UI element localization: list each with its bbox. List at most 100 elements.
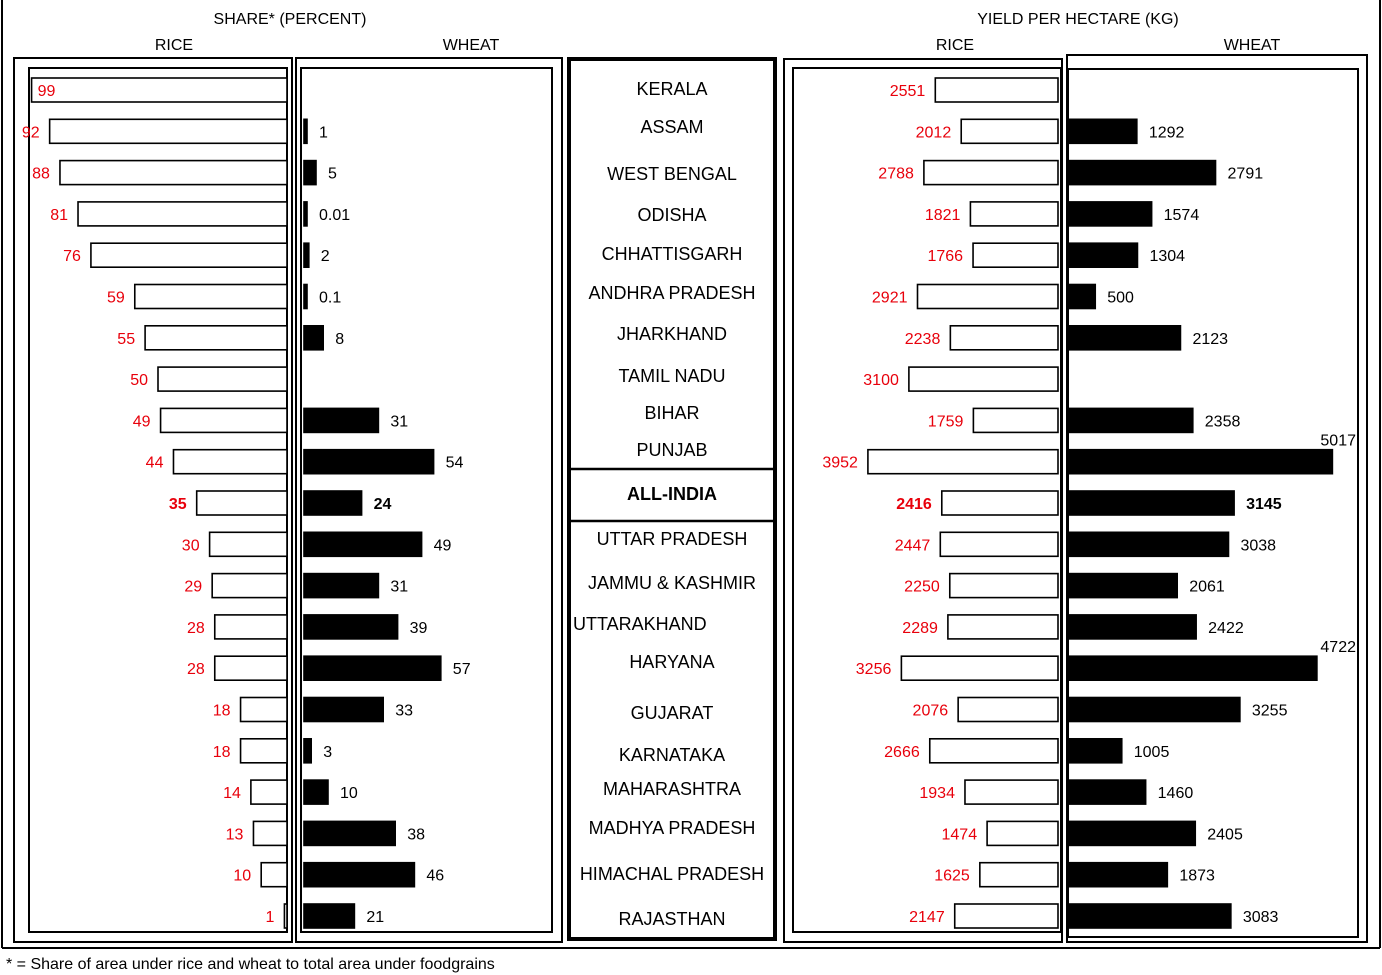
share-rice-bar-chhattisgarh (90, 242, 288, 268)
state-label-himachal-pradesh: HIMACHAL PRADESH (580, 864, 764, 884)
yield-wheat-value-west-bengal: 2791 (1228, 166, 1264, 183)
share-rice-bar-haryana (213, 655, 288, 682)
share-wheat-value-odisha: 0.01 (319, 207, 350, 224)
yield-rice-value-uttarakhand: 2289 (902, 620, 938, 637)
yield-wheat-value-maharashtra: 1460 (1158, 785, 1194, 802)
yield-rice-bar-odisha (969, 201, 1059, 227)
yield-wheat-bar-jammu-and-kashmir (1068, 572, 1179, 599)
state-label-uttarakhand: UTTARAKHAND (573, 614, 707, 634)
share-rice-header: RICE (155, 37, 193, 54)
share-wheat-value-punjab: 54 (446, 455, 464, 472)
yield-rice-panel-inner (792, 67, 1062, 933)
share-wheat-bar-haryana (303, 655, 442, 682)
share-rice-value-jharkhand: 55 (117, 331, 135, 348)
yield-wheat-bar-karnataka (1068, 737, 1123, 764)
share-wheat-value-all-india: 24 (374, 496, 392, 513)
yield-wheat-value-assam: 1292 (1149, 124, 1185, 141)
yield-wheat-value-karnataka: 1005 (1134, 744, 1170, 761)
state-label-assam: ASSAM (640, 117, 703, 137)
yield-rice-value-tamil-nadu: 3100 (863, 372, 899, 389)
yield-wheat-value-haryana: 4722 (1320, 639, 1356, 656)
share-wheat-value-chhattisgarh: 2 (321, 248, 330, 265)
share-wheat-value-jammu-and-kashmir: 31 (390, 579, 408, 596)
share-wheat-bar-punjab (303, 448, 435, 475)
yield-header: YIELD PER HECTARE (KG) (977, 11, 1179, 28)
yield-rice-value-karnataka: 2666 (884, 744, 920, 761)
yield-rice-bar-all-india (940, 490, 1059, 516)
share-wheat-value-rajasthan: 21 (366, 909, 384, 926)
share-rice-bar-andhra-pradesh (133, 283, 288, 310)
yield-rice-value-madhya-pradesh: 1474 (942, 826, 978, 843)
yield-wheat-bar-haryana (1068, 655, 1318, 682)
share-wheat-bar-chhattisgarh (303, 242, 310, 268)
share-rice-value-madhya-pradesh: 13 (226, 826, 244, 843)
yield-wheat-value-odisha: 1574 (1164, 207, 1200, 224)
share-rice-value-gujarat: 18 (213, 703, 231, 720)
yield-rice-value-bihar: 1759 (928, 413, 964, 430)
share-rice-bar-uttarakhand (213, 614, 288, 640)
yield-rice-bar-tamil-nadu (908, 366, 1059, 392)
share-wheat-bar-uttar-pradesh (303, 531, 423, 558)
share-wheat-bar-jammu-and-kashmir (303, 572, 380, 599)
yield-wheat-bar-madhya-pradesh (1068, 820, 1197, 847)
share-rice-bar-bihar (159, 407, 288, 434)
state-label-maharashtra: MAHARASHTRA (603, 779, 741, 799)
share-wheat-value-west-bengal: 5 (328, 166, 337, 183)
share-wheat-bar-west-bengal (303, 159, 317, 186)
state-label-bihar: BIHAR (644, 403, 699, 423)
yield-rice-value-chhattisgarh: 1766 (927, 248, 963, 265)
yield-rice-bar-karnataka (928, 737, 1059, 764)
state-label-chhattisgarh: CHHATTISGARH (602, 244, 743, 264)
yield-rice-value-punjab: 3952 (822, 455, 858, 472)
yield-rice-value-haryana: 3256 (856, 661, 892, 678)
state-label-punjab: PUNJAB (636, 440, 707, 460)
yield-rice-bar-himachal-pradesh (979, 861, 1059, 888)
share-wheat-panel-inner (300, 67, 553, 933)
yield-wheat-value-jammu-and-kashmir: 2061 (1189, 579, 1225, 596)
yield-rice-value-jharkhand: 2238 (905, 331, 941, 348)
share-wheat-bar-karnataka (303, 737, 312, 764)
share-wheat-value-uttar-pradesh: 49 (434, 537, 452, 554)
share-rice-bar-west-bengal (59, 159, 288, 186)
yield-wheat-bar-west-bengal (1068, 159, 1217, 186)
share-rice-bar-jammu-and-kashmir (211, 572, 288, 599)
yield-rice-bar-west-bengal (923, 159, 1059, 186)
share-wheat-value-jharkhand: 8 (335, 331, 344, 348)
share-wheat-bar-himachal-pradesh (303, 861, 416, 888)
share-rice-bar-rajasthan (283, 903, 288, 929)
yield-rice-value-maharashtra: 1934 (919, 785, 955, 802)
yield-rice-value-west-bengal: 2788 (878, 166, 914, 183)
yield-wheat-value-andhra-pradesh: 500 (1107, 290, 1134, 307)
share-wheat-header: WHEAT (443, 37, 500, 54)
state-label-andhra-pradesh: ANDHRA PRADESH (588, 283, 755, 303)
share-rice-value-odisha: 81 (50, 207, 68, 224)
share-wheat-value-haryana: 57 (453, 661, 471, 678)
share-rice-bar-himachal-pradesh (260, 861, 288, 888)
share-rice-bar-uttar-pradesh (208, 531, 288, 558)
yield-rice-value-assam: 2012 (916, 124, 952, 141)
share-wheat-bar-maharashtra (303, 779, 329, 805)
yield-rice-bar-bihar (972, 407, 1059, 434)
yield-wheat-bar-all-india (1068, 490, 1235, 516)
yield-rice-bar-jammu-and-kashmir (948, 572, 1059, 599)
yield-wheat-header: WHEAT (1224, 37, 1281, 54)
yield-wheat-bar-uttar-pradesh (1068, 531, 1230, 558)
share-rice-value-jammu-and-kashmir: 29 (184, 579, 202, 596)
yield-rice-bar-gujarat (957, 696, 1059, 723)
yield-rice-bar-rajasthan (953, 903, 1059, 929)
yield-wheat-bar-punjab (1068, 448, 1334, 475)
yield-rice-bar-uttarakhand (947, 614, 1059, 640)
share-wheat-bar-bihar (303, 407, 380, 434)
yield-wheat-value-madhya-pradesh: 2405 (1207, 826, 1243, 843)
yield-wheat-value-uttar-pradesh: 3038 (1240, 537, 1276, 554)
state-label-karnataka: KARNATAKA (619, 745, 725, 765)
share-rice-value-bihar: 49 (133, 413, 151, 430)
share-wheat-bar-andhra-pradesh (303, 283, 308, 310)
state-label-west-bengal: WEST BENGAL (607, 164, 737, 184)
state-label-kerala: KERALA (636, 79, 707, 99)
share-rice-value-kerala: 99 (38, 83, 56, 100)
share-rice-bar-karnataka (239, 737, 288, 764)
yield-wheat-bar-rajasthan (1068, 903, 1232, 929)
share-wheat-value-karnataka: 3 (323, 744, 332, 761)
